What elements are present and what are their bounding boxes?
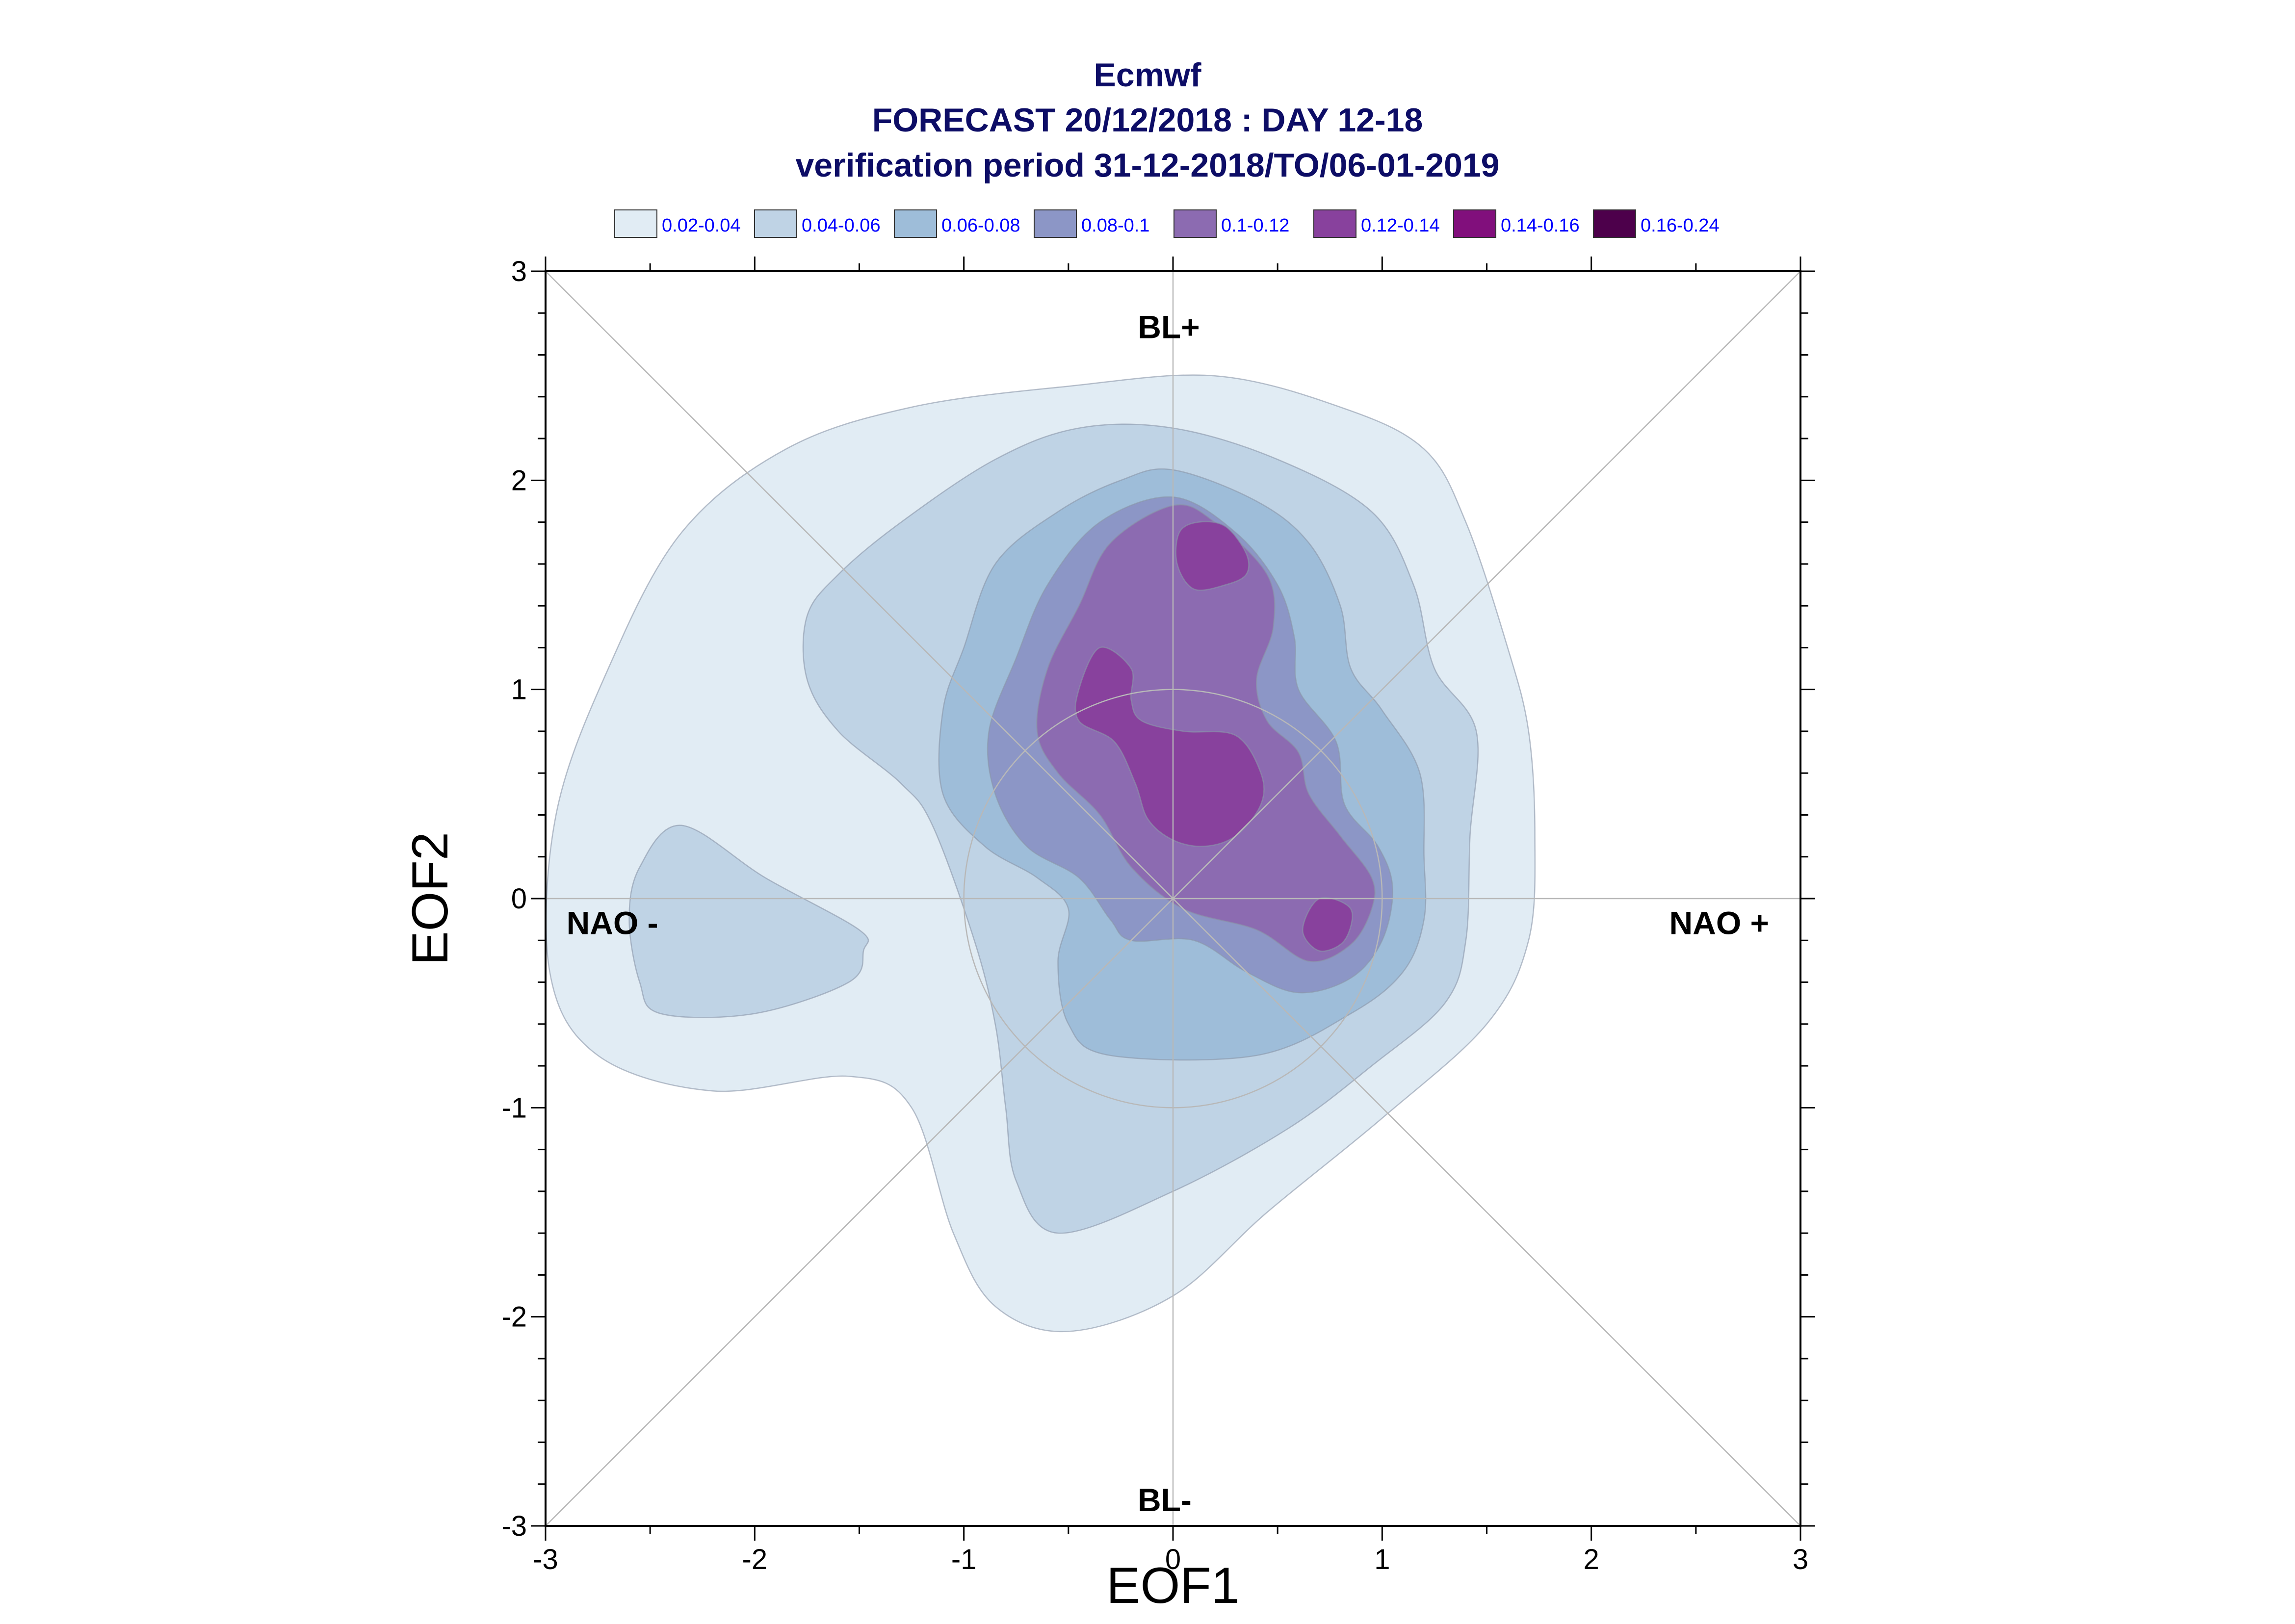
y-axis-title: EOF2 <box>402 832 459 965</box>
y-tick-label: -2 <box>501 1301 527 1333</box>
legend-swatch <box>1174 209 1217 238</box>
x-tick-label: -1 <box>951 1544 977 1575</box>
legend-swatch <box>894 209 937 238</box>
x-tick-label: -3 <box>533 1544 558 1575</box>
axis-ticks: -3 -2 -1 0 1 2 3 3 2 1 0 -1 -2 -3 <box>501 256 1815 1575</box>
legend-label: 0.08-0.1 <box>1081 215 1149 236</box>
legend-label: 0.14-0.16 <box>1501 215 1580 236</box>
y-tick-label: 1 <box>511 674 527 706</box>
legend-swatch <box>754 209 797 238</box>
legend-label: 0.04-0.06 <box>802 215 881 236</box>
y-tick-label: 0 <box>511 883 527 915</box>
title-line-model: Ecmwf <box>1094 56 1201 94</box>
legend-label: 0.02-0.04 <box>662 215 741 236</box>
y-tick-label: -1 <box>501 1092 527 1124</box>
unit-circle <box>963 689 1383 1108</box>
legend-swatch <box>1313 209 1356 238</box>
chart-title: Ecmwf FORECAST 20/12/2018 : DAY 12-18 ve… <box>795 56 1499 184</box>
regime-label-bl-plus: BL+ <box>1138 309 1200 345</box>
reference-lines <box>545 271 1801 1526</box>
y-tick-label: -3 <box>501 1510 527 1542</box>
x-tick-label: 3 <box>1793 1544 1808 1575</box>
contour-region <box>1302 897 1353 952</box>
regime-labels: BL+ BL- NAO - NAO + <box>567 309 1769 1518</box>
legend-swatch <box>1034 209 1077 238</box>
legend-swatch <box>614 209 657 238</box>
regime-label-nao-plus: NAO + <box>1669 904 1770 941</box>
legend-label: 0.1-0.12 <box>1221 215 1289 236</box>
diagonal-line <box>545 271 1801 1526</box>
x-tick-label: 2 <box>1584 1544 1599 1575</box>
legend: 0.02-0.04 0.04-0.06 0.06-0.08 0.08-0.1 0.1-0… <box>614 209 1720 238</box>
title-line-forecast: FORECAST 20/12/2018 : DAY 12-18 <box>872 102 1423 139</box>
x-tick-label: 0 <box>1165 1544 1181 1575</box>
contour-region <box>1175 521 1250 591</box>
legend-swatch <box>1453 209 1496 238</box>
regime-label-nao-minus: NAO - <box>567 904 658 941</box>
x-axis-title: EOF1 <box>1106 1557 1240 1614</box>
y-tick-label: 3 <box>511 256 527 287</box>
legend-label: 0.12-0.14 <box>1361 215 1440 236</box>
density-contours <box>545 374 1536 1333</box>
regime-label-bl-minus: BL- <box>1138 1482 1192 1518</box>
legend-swatch <box>1593 209 1636 238</box>
legend-label: 0.06-0.08 <box>941 215 1020 236</box>
x-tick-label: -2 <box>742 1544 768 1575</box>
x-tick-label: 1 <box>1374 1544 1390 1575</box>
y-tick-label: 2 <box>511 464 527 496</box>
contour-region <box>628 825 869 1018</box>
legend-label: 0.16-0.24 <box>1641 215 1720 236</box>
title-line-verification: verification period 31-12-2018/TO/06-01-… <box>795 147 1499 184</box>
